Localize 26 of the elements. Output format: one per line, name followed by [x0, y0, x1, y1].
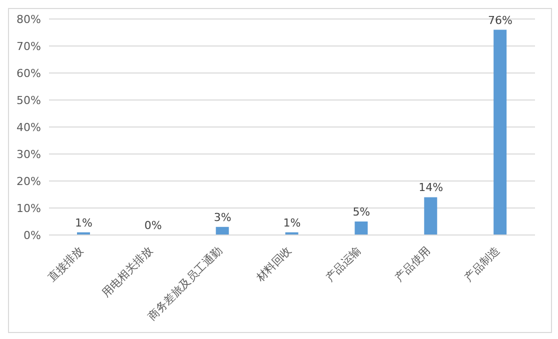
- x-tick-label: 材料回收: [253, 244, 294, 285]
- bar: [494, 30, 507, 235]
- data-label: 1%: [74, 216, 92, 230]
- y-tick-label: 60%: [16, 66, 41, 80]
- x-tick-label: 产品使用: [392, 244, 433, 284]
- data-label: 1%: [283, 216, 301, 230]
- bar: [354, 222, 368, 235]
- y-tick-label: 80%: [16, 12, 41, 26]
- y-tick-label: 50%: [16, 94, 41, 107]
- y-tick-label: 30%: [16, 148, 41, 161]
- data-label: 3%: [214, 210, 232, 224]
- y-tick-label: 0%: [24, 228, 41, 242]
- y-tick-label: 20%: [16, 174, 41, 188]
- x-tick-label: 用电相关排放: [99, 244, 156, 300]
- data-label: 0%: [144, 219, 162, 232]
- x-tick-label: 直接排放: [46, 244, 86, 284]
- y-tick-label: 10%: [16, 202, 41, 215]
- bar: [216, 226, 229, 235]
- data-label: 5%: [352, 206, 370, 218]
- x-tick-label: 产品制造: [462, 244, 502, 284]
- bar: [424, 197, 438, 235]
- y-tick-label: 70%: [16, 40, 41, 53]
- data-label: 76%: [488, 14, 513, 27]
- y-tick-label: 40%: [16, 120, 41, 134]
- data-label: 14%: [418, 181, 444, 194]
- x-tick-label: 产品运输: [323, 244, 364, 284]
